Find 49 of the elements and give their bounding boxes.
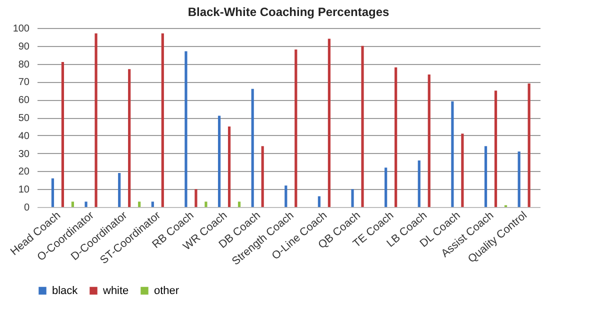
bar bbox=[161, 33, 164, 207]
legend-label: other bbox=[154, 284, 180, 297]
bar bbox=[294, 49, 298, 207]
y-tick-label: 60 bbox=[18, 95, 30, 106]
bar bbox=[418, 160, 420, 207]
bar bbox=[484, 146, 488, 207]
bar bbox=[194, 189, 198, 207]
bar bbox=[494, 90, 498, 207]
y-tick-label: 80 bbox=[18, 59, 30, 70]
bar bbox=[394, 67, 398, 207]
bar bbox=[428, 74, 430, 207]
bar bbox=[151, 202, 154, 207]
bar bbox=[461, 134, 464, 207]
bar bbox=[84, 202, 88, 207]
bar bbox=[218, 116, 221, 207]
legend-label: black bbox=[52, 284, 78, 297]
y-tick-label: 20 bbox=[18, 166, 30, 178]
y-tick-label: 70 bbox=[18, 77, 30, 88]
legend-label: white bbox=[102, 284, 129, 297]
chart-title: Black-White Coaching Percentages bbox=[188, 5, 390, 19]
bar bbox=[328, 38, 331, 207]
y-tick-label: 90 bbox=[18, 41, 30, 52]
y-tick-label: 50 bbox=[18, 113, 30, 124]
bar bbox=[451, 101, 454, 207]
bar bbox=[361, 46, 364, 207]
bar bbox=[251, 88, 254, 207]
bar bbox=[94, 33, 98, 207]
y-tick-label: 10 bbox=[18, 184, 30, 196]
bar bbox=[518, 152, 520, 207]
bar bbox=[204, 202, 208, 207]
bar bbox=[51, 178, 54, 207]
bar bbox=[184, 51, 188, 207]
bar bbox=[61, 62, 64, 207]
bar bbox=[238, 202, 241, 207]
bar bbox=[318, 196, 321, 207]
bar bbox=[228, 126, 231, 207]
bar bbox=[118, 172, 121, 207]
y-tick-label: 40 bbox=[18, 130, 30, 142]
bar bbox=[284, 186, 288, 207]
bar bbox=[351, 189, 354, 207]
bar bbox=[528, 83, 530, 207]
y-tick-label: 30 bbox=[18, 148, 30, 160]
bar bbox=[261, 146, 264, 207]
bar bbox=[71, 202, 74, 207]
y-tick-label: 0 bbox=[24, 202, 30, 214]
bar bbox=[384, 168, 388, 207]
y-tick-label: 100 bbox=[12, 24, 30, 34]
bar bbox=[138, 202, 141, 207]
bar bbox=[128, 69, 131, 207]
